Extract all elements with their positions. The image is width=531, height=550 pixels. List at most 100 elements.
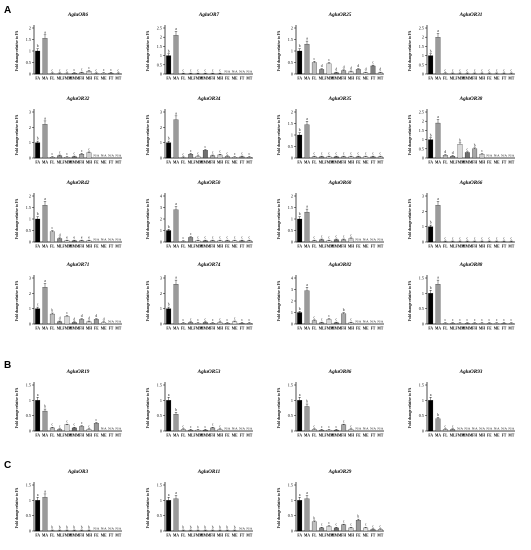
bar-FH [472, 148, 478, 159]
chart-title: AgluOR6 [67, 12, 89, 18]
significance-label: c [321, 523, 323, 527]
significance-label: c [197, 151, 199, 155]
x-tick-label: FL [443, 245, 448, 249]
y-tick-label: 0 [291, 322, 293, 327]
chart-title: AgluOR19 [66, 369, 90, 375]
significance-label: c [489, 237, 491, 241]
significance-label: c [249, 318, 251, 322]
x-tick-label: FT [240, 434, 245, 438]
y-tick-label: 2 [422, 209, 424, 214]
na-label: N/A [108, 238, 114, 242]
significance-label: c [350, 523, 352, 527]
significance-label: c [350, 152, 352, 156]
bar-MA [173, 35, 179, 75]
bar-FMM [326, 429, 332, 432]
x-tick-label: FMM [63, 434, 73, 438]
bar-MH [217, 322, 223, 325]
x-tick-label: FT [240, 245, 245, 249]
significance-label: d [103, 317, 105, 321]
significance-label: c [328, 58, 330, 62]
y-axis-label: Fold change relative to FA [277, 387, 281, 428]
bar-FH [210, 323, 216, 325]
x-tick-label: MA [304, 161, 310, 165]
significance-label: c [343, 420, 345, 424]
y-tick-label: 0.5 [288, 413, 293, 418]
chart-AgluOR50: AgluOR50 Fold change relative to FA 0 1 2 3 4 b… [146, 180, 253, 249]
bar-ML [450, 323, 456, 325]
significance-label: c [183, 236, 185, 240]
y-tick-label: 1.5 [157, 44, 162, 49]
x-tick-label: FE [225, 77, 230, 81]
y-tick-label: 1 [29, 498, 31, 503]
x-tick-label: ME [232, 434, 238, 438]
na-label: N/A [108, 527, 114, 531]
significance-label: c [365, 152, 367, 156]
bar-FH [341, 239, 347, 243]
y-tick-label: 0.5 [419, 146, 424, 151]
bar-MT [377, 529, 383, 532]
significance-label: b [44, 405, 46, 409]
bar-FA [297, 50, 303, 75]
x-tick-label: FH [472, 161, 477, 165]
significance-label: c [219, 150, 221, 154]
y-tick-label: 0 [422, 240, 424, 245]
bar-FH [341, 424, 347, 432]
chart-AgluOR93: AgluOR93 Fold change relative to FA 0 0.5 1 1… [408, 369, 515, 438]
significance-label: b [299, 212, 301, 216]
x-tick-label: FMM [194, 534, 204, 538]
bar-MMM [202, 240, 208, 243]
x-tick-label: FT [109, 534, 114, 538]
significance-label: a [299, 493, 301, 497]
significance-label: e [66, 236, 68, 240]
bar-MT [508, 323, 514, 325]
significance-label: c [314, 57, 316, 61]
y-tick-label: 2 [291, 26, 293, 31]
bar-FE [93, 319, 99, 325]
x-tick-label: FA [35, 77, 40, 81]
bar-FA [35, 142, 41, 159]
x-tick-label: FMM [63, 327, 73, 331]
significance-label: c [212, 69, 214, 73]
significance-label: c [205, 236, 207, 240]
x-tick-label: FT [502, 161, 507, 165]
significance-label: c [336, 523, 338, 527]
x-tick-label: ME [232, 161, 238, 165]
y-tick-label: 0.5 [288, 144, 293, 149]
y-tick-label: 1 [29, 140, 31, 145]
significance-label: b [37, 44, 39, 48]
x-tick-label: MH [217, 327, 223, 331]
bar-MMM [202, 429, 208, 432]
panel-letter-a: A [4, 5, 11, 16]
y-tick-label: 0.5 [288, 60, 293, 65]
significance-label: c [183, 69, 185, 73]
na-label: N/A [93, 527, 99, 531]
panel-letter-b: B [4, 360, 11, 371]
bar-FL [180, 323, 186, 325]
x-tick-label: MMM [200, 534, 211, 538]
y-tick-label: 1.5 [26, 205, 31, 210]
y-tick-label: 0 [29, 529, 31, 534]
significance-label: c [511, 68, 513, 72]
bar-FA [35, 50, 41, 75]
significance-label: c [227, 236, 229, 240]
x-tick-label: MH [86, 327, 92, 331]
y-tick-label: 0 [29, 322, 31, 327]
y-tick-label: 0.5 [157, 62, 162, 67]
chart-title: AgluOR93 [459, 369, 483, 375]
y-tick-label: 3 [160, 205, 162, 210]
x-tick-label: FT [371, 434, 376, 438]
significance-label: b [306, 400, 308, 404]
x-tick-label: FA [35, 534, 40, 538]
na-label: N/A [101, 527, 107, 531]
x-tick-label: MMM [331, 534, 342, 538]
x-tick-label: FE [487, 77, 492, 81]
significance-label: c [496, 68, 498, 72]
x-tick-label: FT [109, 434, 114, 438]
chart-AgluOR25: AgluOR25 Fold change relative to FA 0 0.5 1 1… [277, 12, 384, 81]
significance-label: a [437, 276, 439, 280]
chart-title: AgluOR86 [328, 369, 352, 375]
significance-label: c [212, 236, 214, 240]
bar-MA [304, 406, 310, 432]
y-tick-label: 0 [29, 240, 31, 245]
x-tick-label: FL [181, 245, 186, 249]
